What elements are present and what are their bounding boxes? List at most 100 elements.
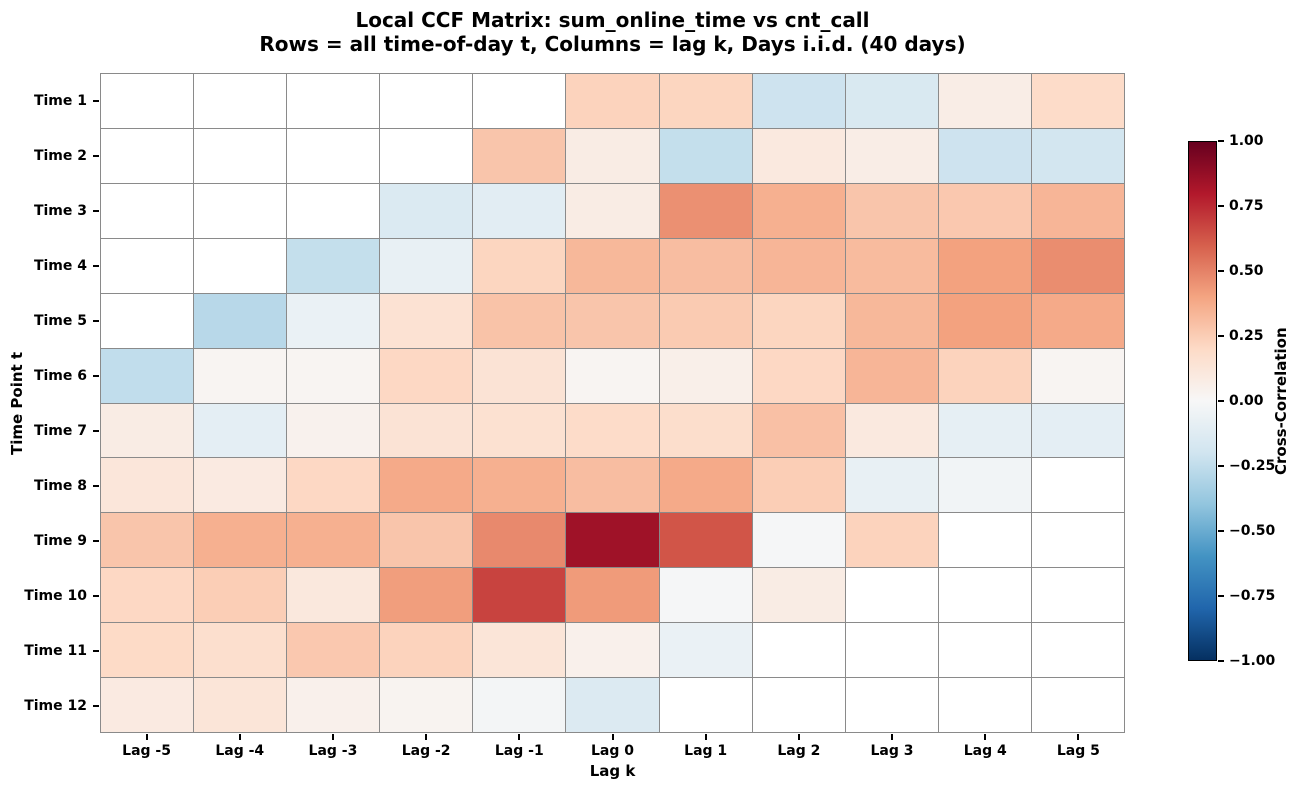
y-tick-mark xyxy=(93,704,99,707)
colorbar-tick-mark xyxy=(1218,335,1224,337)
heatmap-cell xyxy=(659,513,752,568)
heatmap-cell xyxy=(194,293,287,348)
heatmap-cell xyxy=(473,74,566,128)
heatmap-cell xyxy=(1031,623,1124,678)
heatmap-cell xyxy=(194,183,287,238)
heatmap-cell xyxy=(566,128,659,183)
colorbar-tick-mark xyxy=(1218,530,1224,532)
y-tick-mark xyxy=(93,154,99,157)
heatmap-cell xyxy=(1031,568,1124,623)
y-tick-mark xyxy=(93,264,99,267)
heatmap-cell xyxy=(752,678,845,732)
heatmap-cell xyxy=(287,623,380,678)
y-tick-label: Time 10 xyxy=(24,587,87,604)
heatmap-cell xyxy=(101,458,194,513)
x-tick-label: Lag 5 xyxy=(1056,743,1100,759)
colorbar-tick-label: −0.75 xyxy=(1229,588,1276,604)
y-tick-mark xyxy=(93,429,99,432)
colorbar-gradient xyxy=(1188,141,1217,661)
heatmap-cell xyxy=(566,623,659,678)
y-tick-label: Time 12 xyxy=(24,697,87,714)
heatmap-cell xyxy=(101,128,194,183)
colorbar-tick-mark xyxy=(1218,400,1224,402)
heatmap-cell xyxy=(566,403,659,458)
x-tick-mark xyxy=(611,734,614,740)
heatmap-cell xyxy=(752,128,845,183)
heatmap-cell xyxy=(380,183,473,238)
heatmap-cell xyxy=(287,183,380,238)
heatmap-cell xyxy=(566,238,659,293)
x-tick-label: Lag 1 xyxy=(684,743,728,759)
y-tick-label: Time 5 xyxy=(33,312,87,329)
heatmap-cell xyxy=(101,568,194,623)
heatmap-cell xyxy=(287,458,380,513)
y-tick-label: Time 6 xyxy=(33,367,87,384)
heatmap-cell xyxy=(752,293,845,348)
heatmap-cell xyxy=(845,238,938,293)
heatmap-cell xyxy=(194,678,287,732)
heatmap-cell xyxy=(1031,293,1124,348)
heatmap-cell xyxy=(845,623,938,678)
y-tick-mark xyxy=(93,539,99,542)
heatmap-cell xyxy=(752,568,845,623)
heatmap-cell xyxy=(473,623,566,678)
heatmap-cell xyxy=(1031,348,1124,403)
colorbar-tick-label: −0.25 xyxy=(1229,458,1276,474)
heatmap-cell xyxy=(287,74,380,128)
heatmap-cell xyxy=(473,458,566,513)
heatmap-cell xyxy=(752,403,845,458)
heatmap-cell xyxy=(101,403,194,458)
heatmap-cell xyxy=(938,623,1031,678)
heatmap-cell xyxy=(752,623,845,678)
colorbar-tick-mark xyxy=(1218,140,1224,142)
colorbar-tick-label: 0.50 xyxy=(1229,263,1264,279)
heatmap-cell xyxy=(566,348,659,403)
colorbar-tick-mark xyxy=(1218,270,1224,272)
heatmap-cell xyxy=(845,348,938,403)
heatmap-cell xyxy=(1031,238,1124,293)
y-tick-label: Time 9 xyxy=(33,532,87,549)
heatmap-cell xyxy=(380,128,473,183)
heatmap-cell xyxy=(659,458,752,513)
x-tick-label: Lag -2 xyxy=(401,743,451,759)
heatmap-cell xyxy=(566,183,659,238)
heatmap-cell xyxy=(659,293,752,348)
heatmap-cell xyxy=(938,568,1031,623)
heatmap-cell xyxy=(473,403,566,458)
heatmap-cell xyxy=(566,678,659,732)
heatmap-cell xyxy=(101,348,194,403)
chart-title-block: Local CCF Matrix: sum_online_time vs cnt… xyxy=(100,8,1125,56)
heatmap-cell xyxy=(101,513,194,568)
heatmap-cell xyxy=(1031,678,1124,732)
x-tick-label: Lag 0 xyxy=(590,743,634,759)
heatmap-cell xyxy=(380,348,473,403)
heatmap-cell xyxy=(938,678,1031,732)
heatmap-cell xyxy=(845,403,938,458)
heatmap-cell xyxy=(287,348,380,403)
heatmap-cell xyxy=(659,238,752,293)
heatmap-cell xyxy=(752,348,845,403)
heatmap-cell xyxy=(845,293,938,348)
heatmap-cell xyxy=(938,128,1031,183)
heatmap-cell xyxy=(194,623,287,678)
x-tick-mark xyxy=(238,734,241,740)
heatmap-cell xyxy=(566,568,659,623)
heatmap-cell xyxy=(380,568,473,623)
heatmap-cell xyxy=(101,183,194,238)
heatmap-cell xyxy=(380,293,473,348)
colorbar-tick-mark xyxy=(1218,595,1224,597)
x-tick-mark xyxy=(891,734,894,740)
heatmap-cell xyxy=(473,128,566,183)
heatmap-cell xyxy=(287,128,380,183)
heatmap-cell xyxy=(380,238,473,293)
x-tick-label: Lag 4 xyxy=(963,743,1007,759)
heatmap-cell xyxy=(194,348,287,403)
x-tick-mark xyxy=(984,734,987,740)
heatmap-cell xyxy=(473,348,566,403)
y-tick-mark xyxy=(93,484,99,487)
heatmap-cell xyxy=(659,403,752,458)
heatmap-cell xyxy=(845,568,938,623)
heatmap-cell xyxy=(473,238,566,293)
heatmap-cell xyxy=(101,678,194,732)
